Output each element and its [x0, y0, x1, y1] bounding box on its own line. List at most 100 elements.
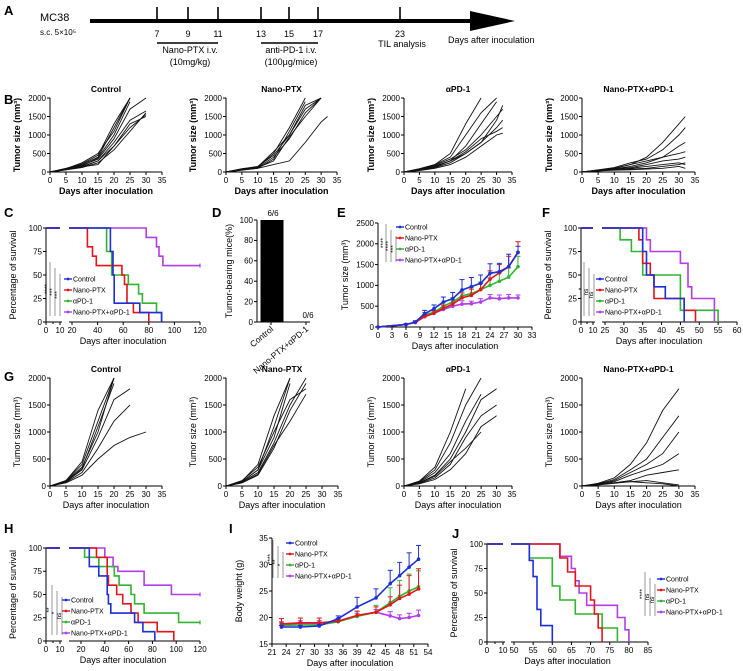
x-tick-label: 10 — [430, 176, 439, 185]
x-tick-label: 33 — [528, 331, 537, 340]
x-tick-label: 35 — [691, 490, 700, 499]
survival-curve-control — [69, 547, 156, 641]
individual-tumor-curve — [225, 97, 322, 173]
legend-swatch-marker — [659, 610, 663, 614]
y-tick-label: 0 — [38, 637, 43, 646]
x-tick-label: 27 — [500, 331, 509, 340]
legend-label: Control — [666, 577, 689, 584]
x-tick-label: 36 — [338, 648, 347, 657]
individual-tumor-curve — [49, 97, 131, 173]
y-tick-label: 1500 — [560, 401, 578, 410]
chart-title: Nano-PTX+αPD-1 — [603, 84, 673, 94]
y-tick-label: 1500 — [28, 401, 46, 410]
legend-label: αPD-1 — [405, 247, 425, 254]
legend-swatch-marker — [64, 620, 68, 624]
legend-label: Nano-PTX — [605, 288, 638, 295]
x-tick-label: 5 — [596, 490, 601, 499]
series-nano-ptx — [376, 241, 521, 329]
x-tick-label: 10 — [253, 176, 262, 185]
timeline-day: 17 — [313, 29, 323, 39]
x-tick-label: 40 — [93, 326, 102, 335]
individual-tumor-curve — [581, 431, 680, 487]
x-tick-label: 35 — [691, 176, 700, 185]
y-tick-label: 2000 — [560, 374, 578, 383]
y-tick-label: 1000 — [28, 428, 46, 437]
survival-curve-nano-ptx-pd- — [69, 227, 200, 267]
survival-curve-control — [602, 227, 685, 322]
y-tick-label: 75 — [474, 564, 483, 573]
legend-item: Control — [286, 541, 318, 548]
x-tick-label: 120 — [193, 326, 207, 335]
legend-swatch-marker — [64, 631, 68, 635]
legend-swatch-marker — [598, 310, 602, 314]
legend-item: αPD-1 — [396, 247, 425, 254]
x-tick-label: 42 — [367, 648, 376, 657]
x-tick-label: 5 — [417, 176, 422, 185]
x-tick-label: 0 — [224, 490, 229, 499]
x-tick-label: 35 — [508, 490, 517, 499]
x-tick-label: 20 — [110, 490, 119, 499]
x-axis-label: Days after inoculation — [524, 656, 611, 666]
x-tick-label: 15 — [626, 176, 635, 185]
individual-tumor-curve — [225, 116, 328, 173]
data-point — [432, 311, 436, 316]
timeline-axis — [90, 19, 472, 23]
timeline-day: 7 — [154, 29, 159, 39]
x-tick-label: 9 — [418, 331, 423, 340]
chart-g4: 0 500 1000 1500 2000 Tumor size (mm³) 0 5 10 15 20… — [544, 364, 700, 510]
x-tick-label: 120 — [193, 645, 207, 654]
y-tick-label: 1500 — [204, 401, 222, 410]
x-axis-label: Days after inoculation — [595, 500, 682, 510]
y-tick-label: 50 — [33, 271, 42, 280]
y-tick-label: 500 — [565, 149, 579, 158]
data-point — [336, 616, 340, 621]
individual-tumor-curve — [403, 415, 497, 487]
x-tick-label: 5 — [64, 490, 69, 499]
data-point — [516, 250, 520, 255]
x-tick-label: 10 — [254, 490, 263, 499]
x-tick-label: 35 — [638, 326, 647, 335]
legend-label: Nano-PTX — [73, 288, 106, 295]
x-tick-label: 30 — [142, 176, 151, 185]
data-point — [355, 613, 359, 618]
significance-marker: ns — [56, 612, 63, 620]
y-tick-label: 50 — [474, 589, 483, 598]
data-point — [407, 615, 411, 620]
x-tick-label: 100 — [170, 645, 184, 654]
x-tick-label: 60 — [124, 645, 133, 654]
legend-item: Control — [657, 577, 689, 584]
data-point — [374, 610, 378, 614]
significance-marker: **** — [385, 240, 392, 251]
x-tick-label: 30 — [674, 176, 683, 185]
legend-item: Nano-PTX — [657, 588, 699, 595]
individual-tumor-curve — [49, 114, 147, 173]
legend-item: αPD-1 — [657, 599, 686, 606]
x-tick-label: 5 — [64, 176, 69, 185]
y-tick-label: 100 — [240, 216, 254, 225]
data-point — [317, 621, 322, 625]
x-tick-label: 24 — [486, 331, 495, 340]
y-axis-label: Tumor size (mm³) — [544, 98, 554, 172]
y-tick-label: 35 — [259, 534, 268, 543]
legend-label: Nano-PTX — [666, 588, 699, 595]
data-point — [488, 283, 492, 288]
y-tick-label: 1000 — [204, 428, 222, 437]
x-tick-label: 20 — [285, 176, 294, 185]
individual-tumor-curve — [581, 165, 686, 173]
x-tick-label: 10 — [610, 176, 619, 185]
x-tick-label: 5 — [417, 490, 422, 499]
y-tick-label: 500 — [33, 455, 47, 464]
x-axis-label: Days after inoculation — [59, 186, 153, 196]
y-tick-label: 100 — [29, 544, 43, 553]
y-tick-label: 500 — [361, 302, 375, 311]
data-point — [416, 613, 421, 618]
y-tick-label: 40 — [244, 277, 253, 286]
x-tick-label: 80 — [624, 646, 633, 655]
x-tick-label: 0 — [44, 326, 49, 335]
x-tick-label: 15 — [94, 176, 103, 185]
data-point — [407, 592, 411, 596]
significance-marker: **** — [267, 553, 274, 564]
legend-swatch-marker — [288, 541, 292, 545]
